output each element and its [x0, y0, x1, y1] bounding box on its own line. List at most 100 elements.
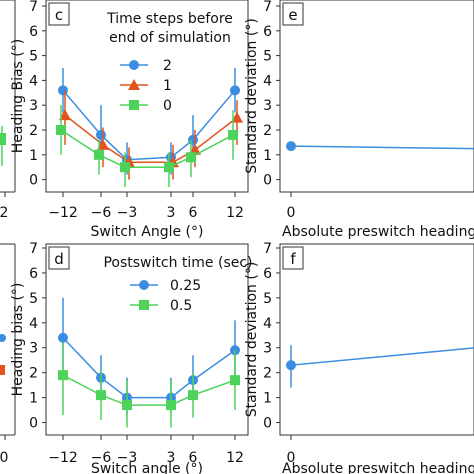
series-line — [62, 89, 236, 161]
y-tick-label: 3 — [263, 98, 272, 114]
x-tick-label: 3 — [167, 450, 176, 466]
y-axis-label: Heading bias (°) — [10, 283, 26, 397]
x-tick-label: 0 — [287, 205, 296, 221]
legend-c: Time steps before end of simulation 2 1 0 — [106, 11, 233, 114]
x-tick-label: 12 — [226, 205, 244, 221]
panel-letter: c — [55, 6, 63, 24]
y-tick-label: 0 — [263, 416, 272, 432]
data-point — [58, 370, 68, 381]
axes-frame — [279, 0, 474, 193]
y-tick-label: 7 — [263, 241, 272, 257]
y-tick-label: 1 — [263, 391, 272, 407]
y-tick-label: 7 — [29, 241, 38, 257]
legend-marker — [129, 60, 139, 70]
y-axis-label: Heading Bias (°) — [10, 39, 26, 153]
axes-frame — [279, 243, 474, 436]
y-tick-label: 0 — [29, 173, 38, 189]
data-point — [230, 375, 240, 386]
y-tick-label: 5 — [29, 49, 38, 65]
left-clip-top: 2 — [0, 0, 16, 221]
series-line — [290, 145, 474, 150]
y-tick-label: 0 — [263, 173, 272, 189]
y-tick-label: 6 — [263, 266, 272, 282]
panel-letter-box — [48, 2, 70, 26]
data-point — [186, 152, 196, 163]
legend-label: 1 — [163, 78, 172, 94]
data-point — [166, 400, 176, 411]
panel-letter: e — [288, 6, 297, 24]
series-line — [64, 114, 238, 163]
legend-title: end of simulation — [109, 30, 231, 46]
series-f-0 — [286, 345, 474, 388]
series-line — [60, 129, 234, 168]
x-tick-label: 12 — [226, 450, 244, 466]
y-tick-label: 2 — [29, 123, 38, 139]
axes-frame — [45, 243, 249, 436]
x-tick-label: 0 — [287, 450, 296, 466]
legend-d: Postswitch time (sec) 0.25 0.5 — [103, 255, 252, 314]
y-axis-label: Standard deviation (°) — [244, 18, 260, 174]
y-tick-label: 5 — [29, 291, 38, 307]
data-point — [58, 332, 68, 343]
data-point — [96, 390, 106, 401]
y-tick-label: 4 — [263, 73, 272, 89]
legend-title: Time steps before — [106, 11, 233, 27]
y-tick-label: 0 — [29, 416, 38, 432]
y-tick-label: 3 — [263, 341, 272, 357]
x-axis-label: Switch angle (°) — [91, 461, 203, 474]
x-tick-label: −3 — [117, 205, 138, 221]
y-tick-label: 4 — [29, 73, 38, 89]
series-d-0 — [58, 297, 240, 416]
legend-marker — [139, 300, 149, 310]
series-d-1 — [58, 342, 240, 428]
y-tick-label: 6 — [29, 24, 38, 40]
series-line — [62, 337, 236, 399]
series-c-1 — [59, 90, 243, 180]
series-line — [290, 347, 474, 366]
y-tick-label: 6 — [263, 24, 272, 40]
data-point — [230, 85, 240, 96]
x-tick-label: 6 — [189, 205, 198, 221]
data-point — [58, 85, 68, 96]
x-tick-label: −3 — [117, 450, 138, 466]
axes-frame — [45, 0, 249, 193]
left-clip-bottom: 0 — [0, 243, 16, 466]
x-axis-label: Absolute preswitch heading (° — [282, 224, 474, 240]
data-point — [96, 129, 106, 140]
legend-label: 2 — [163, 58, 172, 74]
legend-marker — [139, 280, 149, 290]
left-clip-marker-blue — [0, 334, 6, 342]
data-point — [94, 149, 104, 160]
data-point — [97, 138, 109, 150]
data-point — [59, 109, 71, 121]
y-tick-label: 4 — [263, 316, 272, 332]
y-tick-label: 7 — [29, 0, 38, 15]
data-point — [188, 134, 198, 145]
data-point — [56, 125, 66, 135]
panel-letter-box — [48, 246, 70, 270]
data-point — [228, 129, 238, 140]
data-point — [188, 390, 198, 401]
y-tick-label: 7 — [263, 0, 272, 15]
y-tick-label: 1 — [263, 148, 272, 164]
series-e-0 — [286, 141, 474, 152]
left-clip-tick-label: 0 — [0, 450, 8, 466]
x-tick-label: 6 — [189, 450, 198, 466]
y-tick-label: 3 — [29, 341, 38, 357]
x-tick-label: −12 — [48, 205, 78, 221]
panel-letter-box — [282, 2, 304, 26]
x-tick-label: −12 — [48, 450, 78, 466]
y-tick-label: 2 — [263, 366, 272, 382]
y-tick-label: 6 — [29, 266, 38, 282]
series-c-0 — [58, 68, 240, 175]
x-axis-label: Switch Angle (°) — [91, 224, 204, 240]
data-point — [120, 162, 130, 173]
y-tick-label: 4 — [29, 316, 38, 332]
x-tick-label: −6 — [91, 450, 112, 466]
y-tick-label: 2 — [29, 366, 38, 382]
data-point — [189, 143, 201, 155]
data-point — [164, 162, 174, 173]
